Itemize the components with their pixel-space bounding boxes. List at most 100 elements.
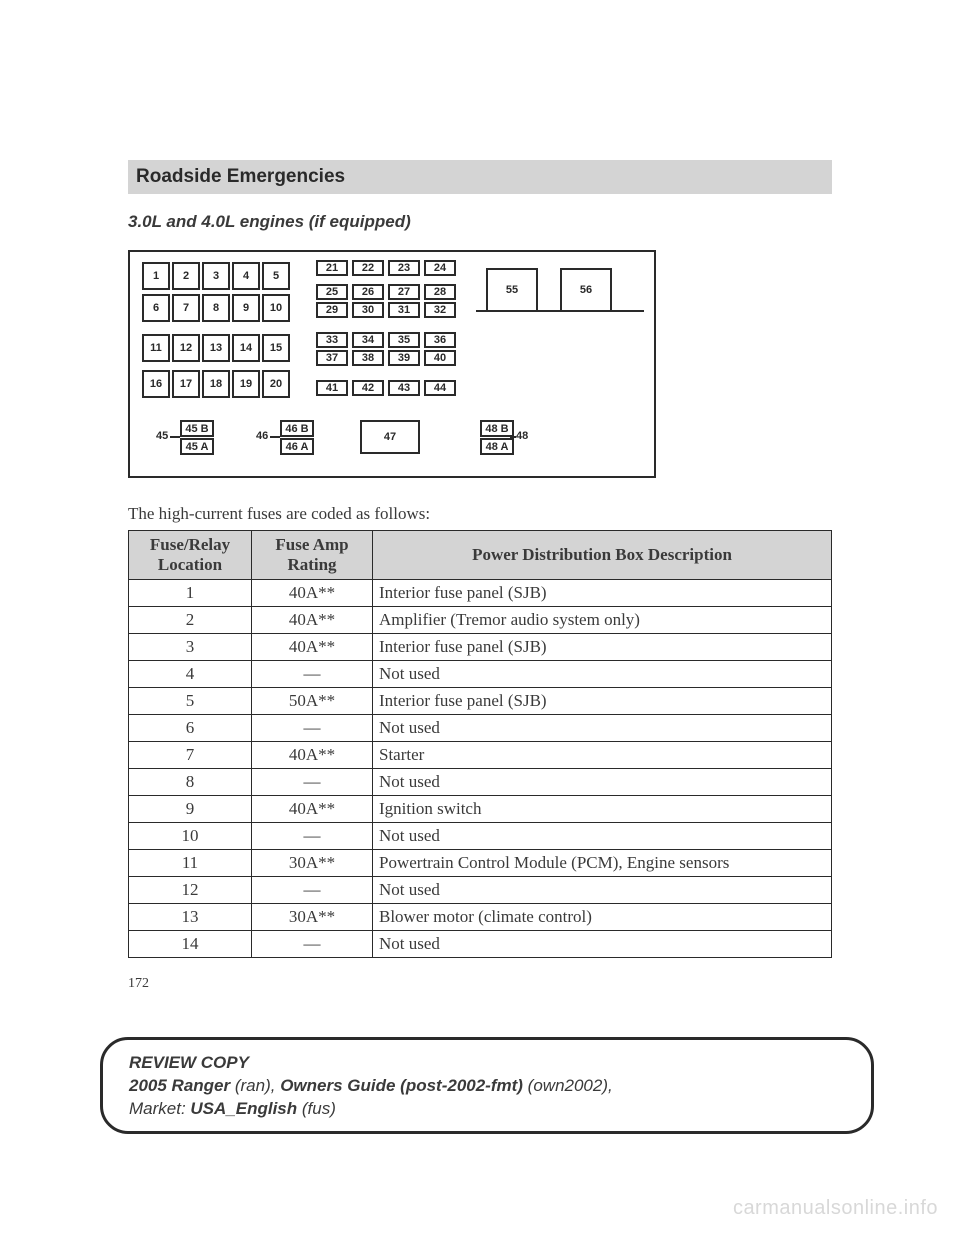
table-cell: Ignition switch xyxy=(373,796,832,823)
footer-line1: REVIEW COPY xyxy=(129,1053,249,1072)
fuse-slot-5: 5 xyxy=(262,262,290,290)
fuse-slot-15: 15 xyxy=(262,334,290,362)
table-row: 240A**Amplifier (Tremor audio system onl… xyxy=(129,607,832,634)
table-cell: Not used xyxy=(373,877,832,904)
fuse-slot-46B: 46 B xyxy=(280,420,314,437)
table-cell: 8 xyxy=(129,769,252,796)
table-cell: Not used xyxy=(373,661,832,688)
table-cell: 12 xyxy=(129,877,252,904)
table-cell: 50A** xyxy=(252,688,373,715)
table-row: 4—Not used xyxy=(129,661,832,688)
table-cell: Interior fuse panel (SJB) xyxy=(373,580,832,607)
fuse-slot-39: 39 xyxy=(388,350,420,366)
fuse-slot-48B: 48 B xyxy=(480,420,514,437)
fuse-slot-43: 43 xyxy=(388,380,420,396)
fuse-slot-45B: 45 B xyxy=(180,420,214,437)
fuse-slot-42: 42 xyxy=(352,380,384,396)
fuse-slot-32: 32 xyxy=(424,302,456,318)
fuse-slot-37: 37 xyxy=(316,350,348,366)
fuse-slot-8: 8 xyxy=(202,294,230,322)
fuse-slot-24: 24 xyxy=(424,260,456,276)
table-cell: Starter xyxy=(373,742,832,769)
footer-2b: (ran), xyxy=(230,1076,280,1095)
table-cell: — xyxy=(252,769,373,796)
table-cell: 2 xyxy=(129,607,252,634)
fuse-slot-45A: 45 A xyxy=(180,438,214,455)
fuse-slot-48A: 48 A xyxy=(480,438,514,455)
fuse-slot-16: 16 xyxy=(142,370,170,398)
fuse-slot-41: 41 xyxy=(316,380,348,396)
relay-slot-47: 47 xyxy=(360,420,420,454)
footer-3a: Market: xyxy=(129,1099,190,1118)
table-cell: Not used xyxy=(373,715,832,742)
fuse-slot-31: 31 xyxy=(388,302,420,318)
fuse-slot-40: 40 xyxy=(424,350,456,366)
table-cell: 13 xyxy=(129,904,252,931)
group-label-48: 48 xyxy=(516,430,528,442)
table-row: 1130A**Powertrain Control Module (PCM), … xyxy=(129,850,832,877)
table-cell: 9 xyxy=(129,796,252,823)
fuse-diagram: 1234567891011121314151617181920212223242… xyxy=(128,250,656,478)
fuse-slot-21: 21 xyxy=(316,260,348,276)
table-cell: — xyxy=(252,823,373,850)
page-number: 172 xyxy=(128,976,832,992)
fuse-slot-29: 29 xyxy=(316,302,348,318)
table-cell: 1 xyxy=(129,580,252,607)
table-cell: 40A** xyxy=(252,742,373,769)
fuse-slot-3: 3 xyxy=(202,262,230,290)
fuse-slot-20: 20 xyxy=(262,370,290,398)
table-row: 12—Not used xyxy=(129,877,832,904)
fuse-slot-30: 30 xyxy=(352,302,384,318)
table-cell: Not used xyxy=(373,769,832,796)
table-row: 340A**Interior fuse panel (SJB) xyxy=(129,634,832,661)
table-cell: — xyxy=(252,931,373,958)
fuse-slot-38: 38 xyxy=(352,350,384,366)
relay-slot-55: 55 xyxy=(486,268,538,312)
table-header: Fuse/RelayLocation xyxy=(129,531,252,580)
fuse-slot-6: 6 xyxy=(142,294,170,322)
fuse-table: Fuse/RelayLocationFuse AmpRatingPower Di… xyxy=(128,530,832,958)
table-cell: 40A** xyxy=(252,580,373,607)
footer-guide: Owners Guide (post-2002-fmt) xyxy=(280,1076,523,1095)
fuse-slot-26: 26 xyxy=(352,284,384,300)
table-row: 1330A**Blower motor (climate control) xyxy=(129,904,832,931)
fuse-slot-28: 28 xyxy=(424,284,456,300)
table-cell: 11 xyxy=(129,850,252,877)
table-row: 140A**Interior fuse panel (SJB) xyxy=(129,580,832,607)
intro-text: The high-current fuses are coded as foll… xyxy=(128,504,832,524)
fuse-slot-44: 44 xyxy=(424,380,456,396)
section-header: Roadside Emergencies xyxy=(128,160,832,194)
table-row: 8—Not used xyxy=(129,769,832,796)
fuse-slot-13: 13 xyxy=(202,334,230,362)
footer-market: USA_English xyxy=(190,1099,297,1118)
table-cell: Not used xyxy=(373,823,832,850)
table-header: Power Distribution Box Description xyxy=(373,531,832,580)
group-label-46: 46 xyxy=(256,430,268,442)
fuse-slot-22: 22 xyxy=(352,260,384,276)
fuse-slot-35: 35 xyxy=(388,332,420,348)
table-row: 550A**Interior fuse panel (SJB) xyxy=(129,688,832,715)
table-cell: 40A** xyxy=(252,607,373,634)
fuse-slot-34: 34 xyxy=(352,332,384,348)
table-cell: 14 xyxy=(129,931,252,958)
table-cell: 30A** xyxy=(252,850,373,877)
fuse-slot-4: 4 xyxy=(232,262,260,290)
fuse-slot-25: 25 xyxy=(316,284,348,300)
fuse-slot-18: 18 xyxy=(202,370,230,398)
group-label-45: 45 xyxy=(156,430,168,442)
fuse-slot-12: 12 xyxy=(172,334,200,362)
fuse-slot-36: 36 xyxy=(424,332,456,348)
fuse-slot-11: 11 xyxy=(142,334,170,362)
table-cell: 10 xyxy=(129,823,252,850)
fuse-slot-10: 10 xyxy=(262,294,290,322)
table-header: Fuse AmpRating xyxy=(252,531,373,580)
fuse-slot-23: 23 xyxy=(388,260,420,276)
table-cell: — xyxy=(252,715,373,742)
footer-3c: (fus) xyxy=(297,1099,336,1118)
table-row: 6—Not used xyxy=(129,715,832,742)
fuse-slot-9: 9 xyxy=(232,294,260,322)
table-cell: 40A** xyxy=(252,634,373,661)
table-cell: Blower motor (climate control) xyxy=(373,904,832,931)
fuse-slot-7: 7 xyxy=(172,294,200,322)
table-cell: Interior fuse panel (SJB) xyxy=(373,634,832,661)
